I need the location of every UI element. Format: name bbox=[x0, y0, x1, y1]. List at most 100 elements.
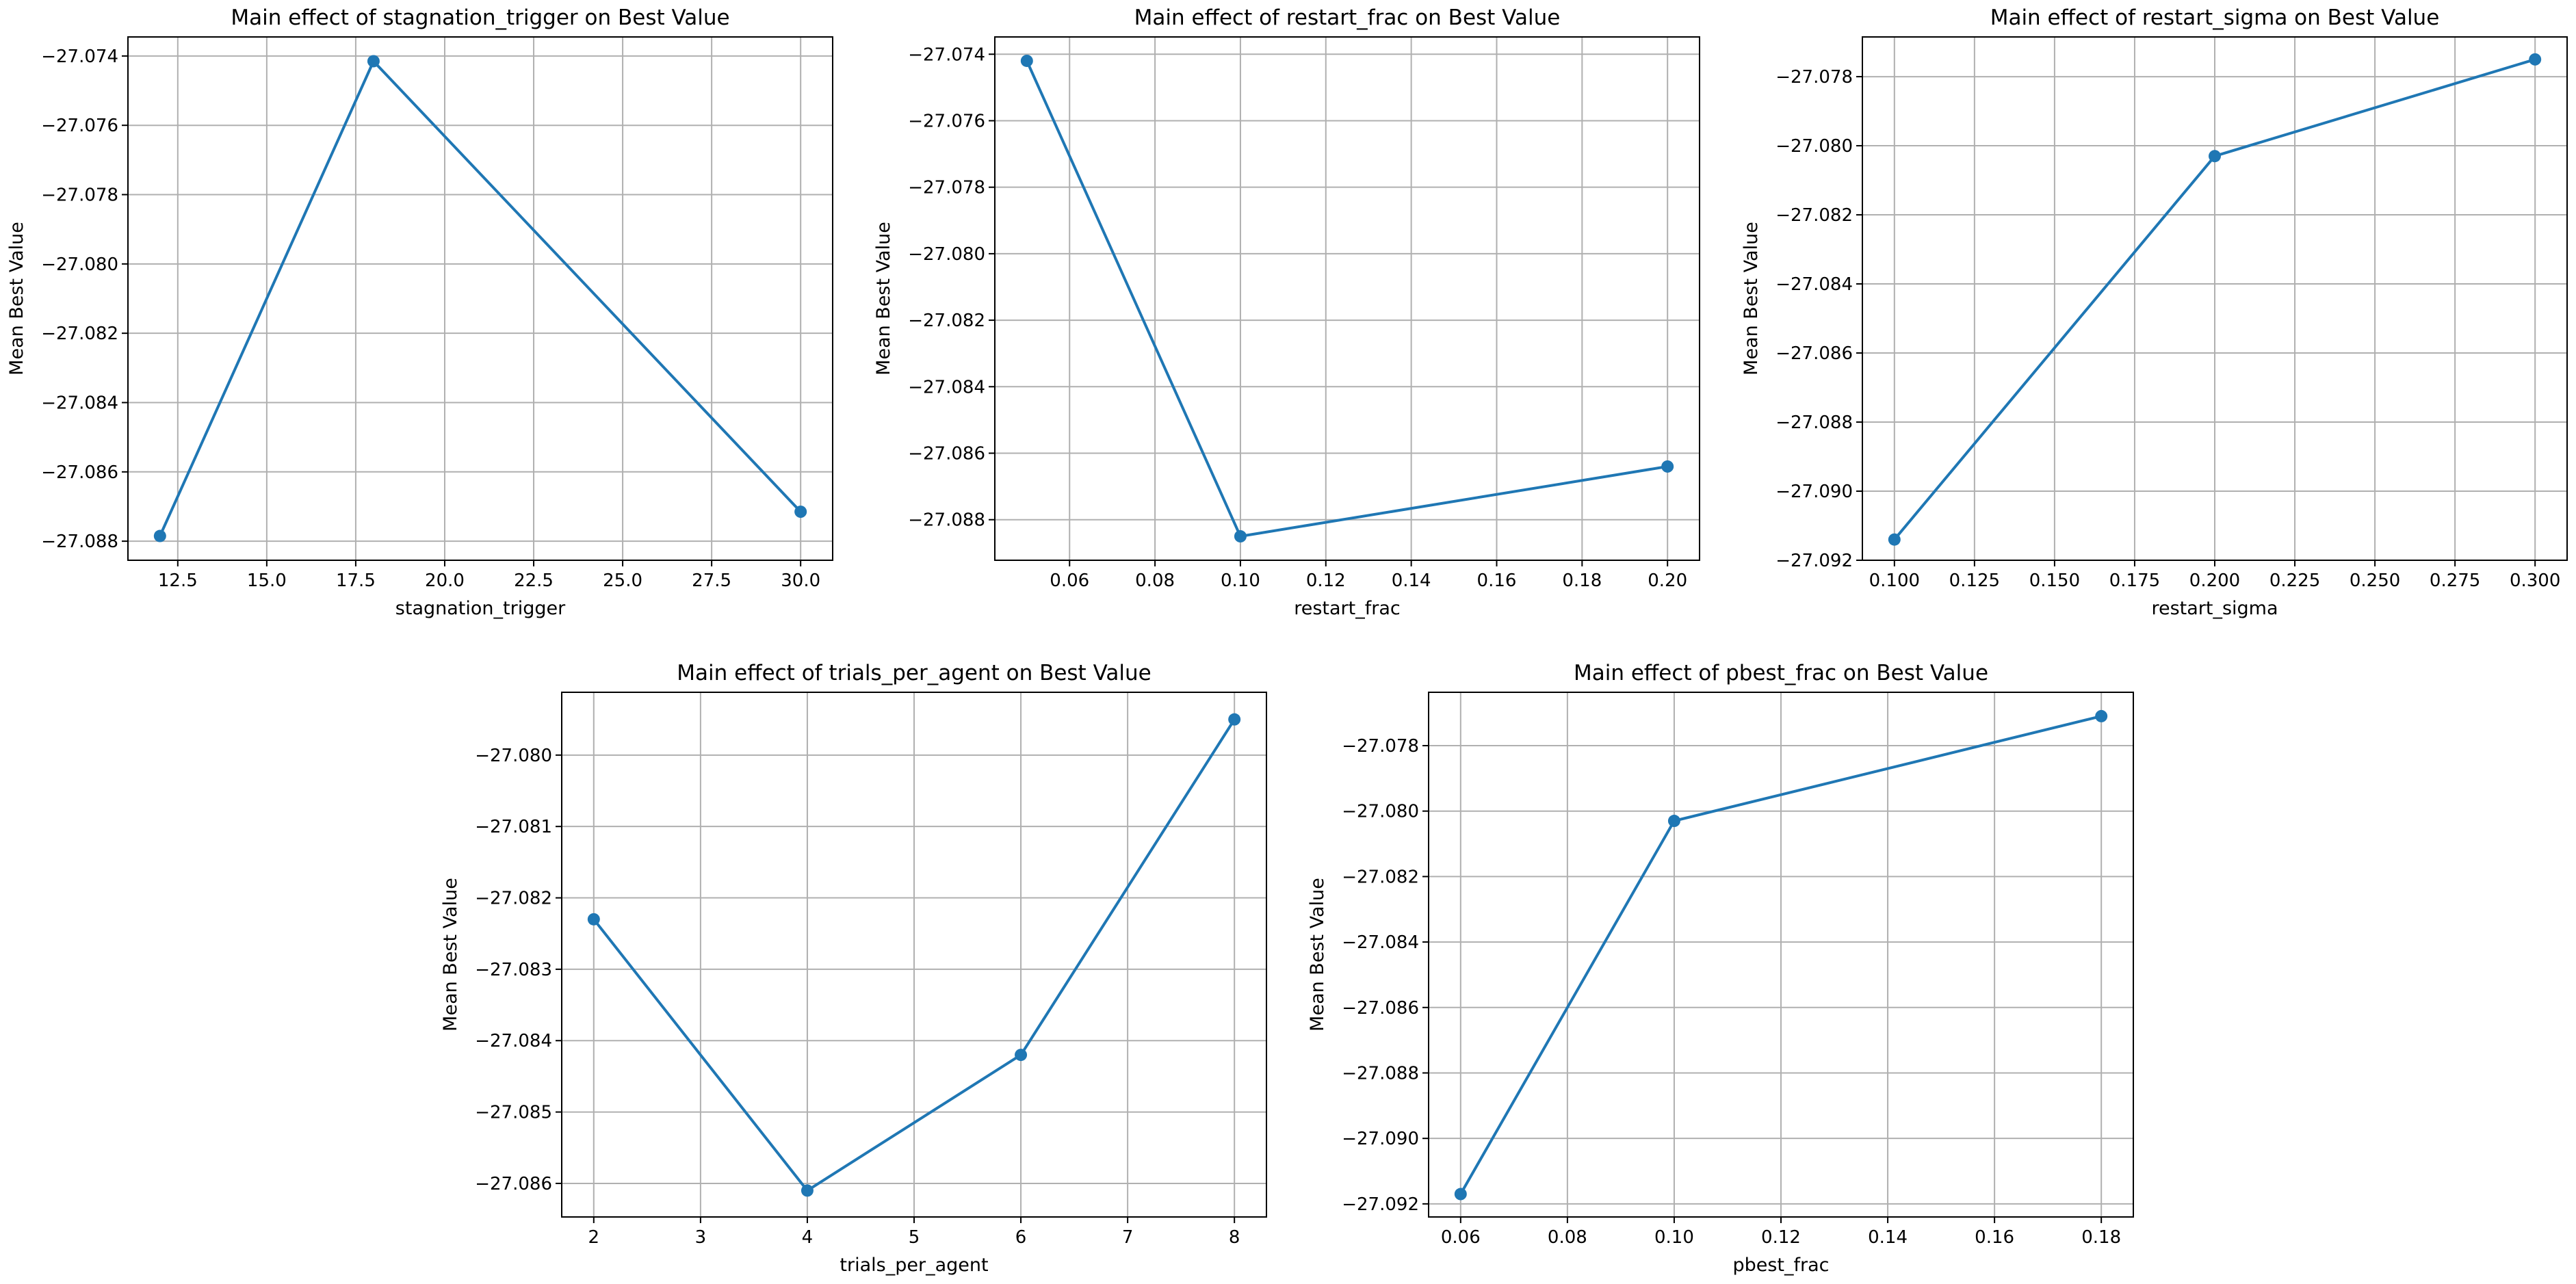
y-tick-label: −27.078 bbox=[41, 185, 118, 206]
chart-title: Main effect of stagnation_trigger on Bes… bbox=[231, 5, 729, 30]
chart-panel-3: 0.100 0.125 0.150 0.175 0.200 0.225 0.250 0.275… bbox=[1741, 5, 2568, 619]
series-line bbox=[593, 718, 1236, 1192]
x-tick-label: 0.08 bbox=[1548, 1227, 1587, 1248]
x-tick-label: 0.300 bbox=[2510, 571, 2560, 591]
chart-title: Main effect of pbest_frac on Best Value bbox=[1574, 661, 1988, 685]
x-tick-label: 20.0 bbox=[425, 571, 465, 591]
x-axis-label: trials_per_agent bbox=[840, 1255, 988, 1276]
data-point bbox=[794, 506, 807, 519]
x-tick-label: 22.5 bbox=[514, 571, 554, 591]
y-tick-label: −27.076 bbox=[908, 111, 985, 131]
y-tick-label: −27.083 bbox=[475, 960, 552, 980]
x-tick-label: 30.0 bbox=[781, 571, 820, 591]
data-point bbox=[1228, 713, 1241, 726]
y-tick-label: −27.084 bbox=[908, 377, 985, 397]
x-tick-label: 0.16 bbox=[1477, 571, 1517, 591]
data-point bbox=[1888, 533, 1901, 546]
y-tick-label: −27.090 bbox=[1342, 1129, 1419, 1149]
x-tick-label: 27.5 bbox=[692, 571, 731, 591]
y-tick-label: −27.085 bbox=[475, 1103, 552, 1123]
axes-frame bbox=[1862, 36, 2568, 561]
x-tick-label: 0.12 bbox=[1306, 571, 1346, 591]
x-tick-label: 2 bbox=[588, 1227, 600, 1248]
y-tick-label: −27.084 bbox=[1775, 274, 1853, 295]
x-axis-label: restart_sigma bbox=[2151, 598, 2278, 619]
x-tick-label: 0.150 bbox=[2029, 571, 2080, 591]
y-tick-label: −27.086 bbox=[908, 444, 985, 464]
y-tick-label: −27.084 bbox=[475, 1031, 552, 1051]
data-point bbox=[2095, 709, 2108, 722]
x-tick-label: 0.14 bbox=[1868, 1227, 1908, 1248]
y-tick-label: −27.082 bbox=[1775, 205, 1853, 226]
y-tick-label: −27.090 bbox=[1775, 482, 1853, 502]
y-axis-label: Mean Best Value bbox=[1307, 878, 1328, 1032]
y-axis-label: Mean Best Value bbox=[6, 222, 27, 376]
data-point bbox=[367, 55, 380, 68]
y-tick-label: −27.084 bbox=[1342, 932, 1419, 953]
y-tick-label: −27.092 bbox=[1342, 1194, 1419, 1215]
y-tick-label: −27.080 bbox=[1342, 802, 1419, 822]
x-tick-label: 0.100 bbox=[1869, 571, 1920, 591]
chart-panel-4: 2 3 4 5 6 7 8 −27.086 −27.085 −27.084 −27.083 −27.0… bbox=[440, 661, 1267, 1276]
x-tick-label: 0.12 bbox=[1761, 1227, 1801, 1248]
y-tick-label: −27.078 bbox=[908, 178, 985, 198]
x-tick-label: 0.125 bbox=[1949, 571, 2000, 591]
x-axis-label: pbest_frac bbox=[1732, 1255, 1829, 1276]
x-tick-label: 0.250 bbox=[2350, 571, 2400, 591]
y-tick-label: −27.086 bbox=[1342, 998, 1419, 1019]
axes-frame bbox=[1428, 692, 2134, 1218]
x-tick-label: 0.06 bbox=[1050, 571, 1089, 591]
x-tick-label: 7 bbox=[1122, 1227, 1134, 1248]
x-tick-label: 15.0 bbox=[247, 571, 287, 591]
y-tick-label: −27.078 bbox=[1775, 67, 1853, 88]
y-axis-label: Mean Best Value bbox=[440, 878, 461, 1032]
x-tick-label: 4 bbox=[802, 1227, 814, 1248]
axes-frame bbox=[127, 36, 833, 561]
x-tick-label: 0.200 bbox=[2189, 571, 2240, 591]
y-tick-label: −27.086 bbox=[41, 462, 118, 483]
y-tick-label: −27.088 bbox=[1775, 412, 1853, 433]
y-tick-label: −27.082 bbox=[41, 324, 118, 344]
y-tick-label: −27.082 bbox=[475, 889, 552, 909]
axes-frame bbox=[994, 36, 1700, 561]
x-tick-label: 5 bbox=[909, 1227, 920, 1248]
x-tick-label: 0.20 bbox=[1648, 571, 1687, 591]
y-tick-label: −27.080 bbox=[475, 746, 552, 766]
y-tick-label: −27.074 bbox=[41, 47, 118, 67]
chart-title: Main effect of restart_sigma on Best Val… bbox=[1990, 5, 2440, 30]
y-tick-label: −27.080 bbox=[908, 244, 985, 265]
chart-panel-2: 0.06 0.08 0.10 0.12 0.14 0.16 0.18 0.20 −27.088 −… bbox=[873, 5, 1700, 619]
y-tick-label: −27.086 bbox=[475, 1174, 552, 1194]
x-axis-label: stagnation_trigger bbox=[395, 598, 566, 619]
y-tick-label: −27.092 bbox=[1775, 551, 1853, 571]
y-axis-label: Mean Best Value bbox=[873, 222, 894, 376]
x-tick-label: 0.18 bbox=[1562, 571, 1602, 591]
y-tick-label: −27.076 bbox=[41, 116, 118, 136]
x-tick-label: 6 bbox=[1015, 1227, 1027, 1248]
y-tick-label: −27.081 bbox=[475, 817, 552, 837]
y-tick-label: −27.080 bbox=[1775, 136, 1853, 157]
data-point bbox=[2529, 53, 2542, 66]
y-tick-label: −27.078 bbox=[1342, 736, 1419, 757]
x-tick-label: 0.275 bbox=[2430, 571, 2480, 591]
y-tick-label: −27.080 bbox=[41, 254, 118, 275]
data-point bbox=[1020, 54, 1033, 67]
y-tick-label: −27.074 bbox=[908, 44, 985, 65]
data-point bbox=[1661, 460, 1674, 473]
data-point bbox=[153, 529, 166, 542]
data-point bbox=[1667, 815, 1680, 828]
x-tick-label: 0.10 bbox=[1221, 571, 1260, 591]
series-line bbox=[158, 60, 802, 537]
y-tick-label: −27.086 bbox=[1775, 343, 1853, 364]
x-tick-label: 0.16 bbox=[1975, 1227, 2014, 1248]
y-tick-label: −27.088 bbox=[1342, 1063, 1419, 1084]
chart-title: Main effect of trials_per_agent on Best … bbox=[677, 661, 1151, 685]
data-point bbox=[1234, 530, 1247, 543]
data-point bbox=[1015, 1049, 1028, 1062]
x-tick-label: 25.0 bbox=[603, 571, 642, 591]
x-tick-label: 0.225 bbox=[2269, 571, 2320, 591]
x-tick-label: 0.14 bbox=[1392, 571, 1431, 591]
y-tick-label: −27.082 bbox=[1342, 867, 1419, 887]
x-tick-label: 0.10 bbox=[1654, 1227, 1694, 1248]
